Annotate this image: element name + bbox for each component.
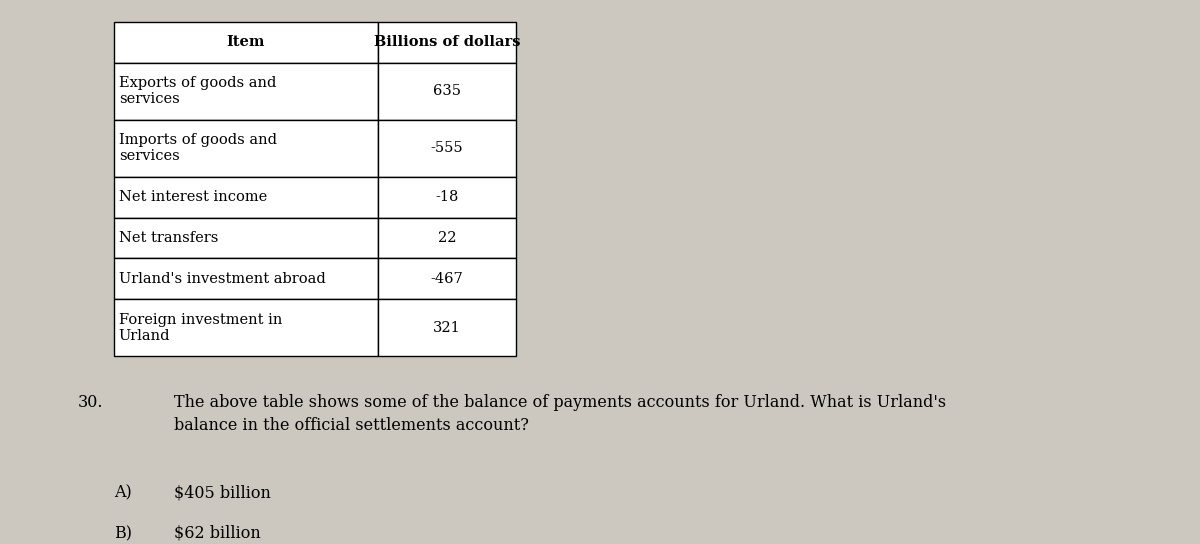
Bar (378, 22, 516, 63)
Text: Net transfers: Net transfers (119, 231, 218, 245)
Bar (378, 177, 516, 218)
Bar (114, 63, 378, 120)
Bar (114, 218, 378, 258)
Text: B): B) (114, 525, 132, 542)
Text: -18: -18 (436, 190, 458, 204)
Text: Billions of dollars: Billions of dollars (373, 35, 521, 49)
Bar (114, 177, 378, 218)
Bar (114, 22, 378, 63)
Text: The above table shows some of the balance of payments accounts for Urland. What : The above table shows some of the balanc… (174, 394, 946, 434)
Text: Imports of goods and
services: Imports of goods and services (119, 133, 277, 163)
Bar (378, 299, 516, 356)
Text: Foreign investment in
Urland: Foreign investment in Urland (119, 313, 282, 343)
Bar (378, 63, 516, 120)
Bar (114, 120, 378, 177)
Bar (378, 218, 516, 258)
Text: 22: 22 (438, 231, 456, 245)
Text: -467: -467 (431, 272, 463, 286)
Text: -555: -555 (431, 141, 463, 155)
Text: 321: 321 (433, 321, 461, 335)
Text: A): A) (114, 484, 132, 501)
Text: Net interest income: Net interest income (119, 190, 268, 204)
Text: Urland's investment abroad: Urland's investment abroad (119, 272, 325, 286)
Text: Item: Item (227, 35, 265, 49)
Text: $62 billion: $62 billion (174, 525, 260, 542)
Text: $405 billion: $405 billion (174, 484, 271, 501)
Bar (378, 258, 516, 299)
Text: 30.: 30. (78, 394, 103, 411)
Text: Exports of goods and
services: Exports of goods and services (119, 76, 276, 106)
Bar (378, 120, 516, 177)
Text: 635: 635 (433, 84, 461, 98)
Bar (114, 299, 378, 356)
Bar (114, 258, 378, 299)
